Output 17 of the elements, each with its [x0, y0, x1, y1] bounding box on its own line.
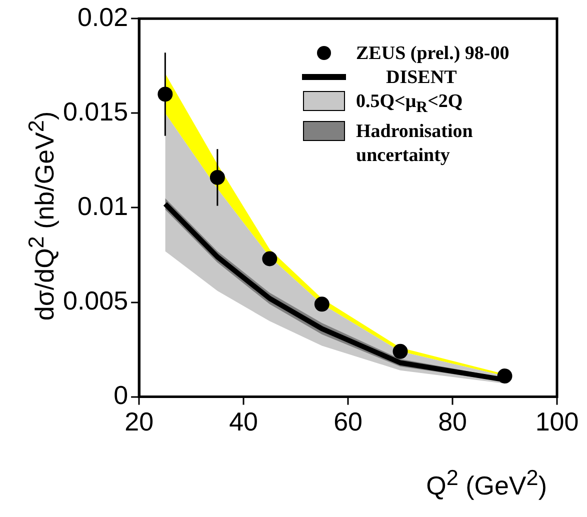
point	[497, 368, 512, 384]
y-tick-label: 0.02	[77, 2, 128, 32]
legend-label: Hadronisation uncertainty	[356, 120, 474, 168]
x-tick-label: 60	[334, 406, 362, 437]
legend-label: ZEUS (prel.) 98-00	[356, 42, 510, 66]
x-axis-title: Q$^{2}$ (GeV$^{2}$)	[426, 465, 547, 502]
point	[262, 251, 278, 266]
legend-label: DISENT	[386, 66, 457, 90]
y-tick-label: 0.01	[77, 190, 128, 221]
y-tick-label: 0.015	[62, 96, 128, 126]
point	[392, 344, 408, 359]
x-tick-label: 80	[438, 406, 467, 437]
x-tick-label: 100	[535, 406, 579, 437]
point	[314, 296, 330, 312]
x-tick-label: 40	[229, 406, 258, 437]
y-tick-label: 0.005	[62, 285, 128, 316]
legend-label: 0.5Q<μ$_{R}$<2Q	[356, 90, 463, 118]
